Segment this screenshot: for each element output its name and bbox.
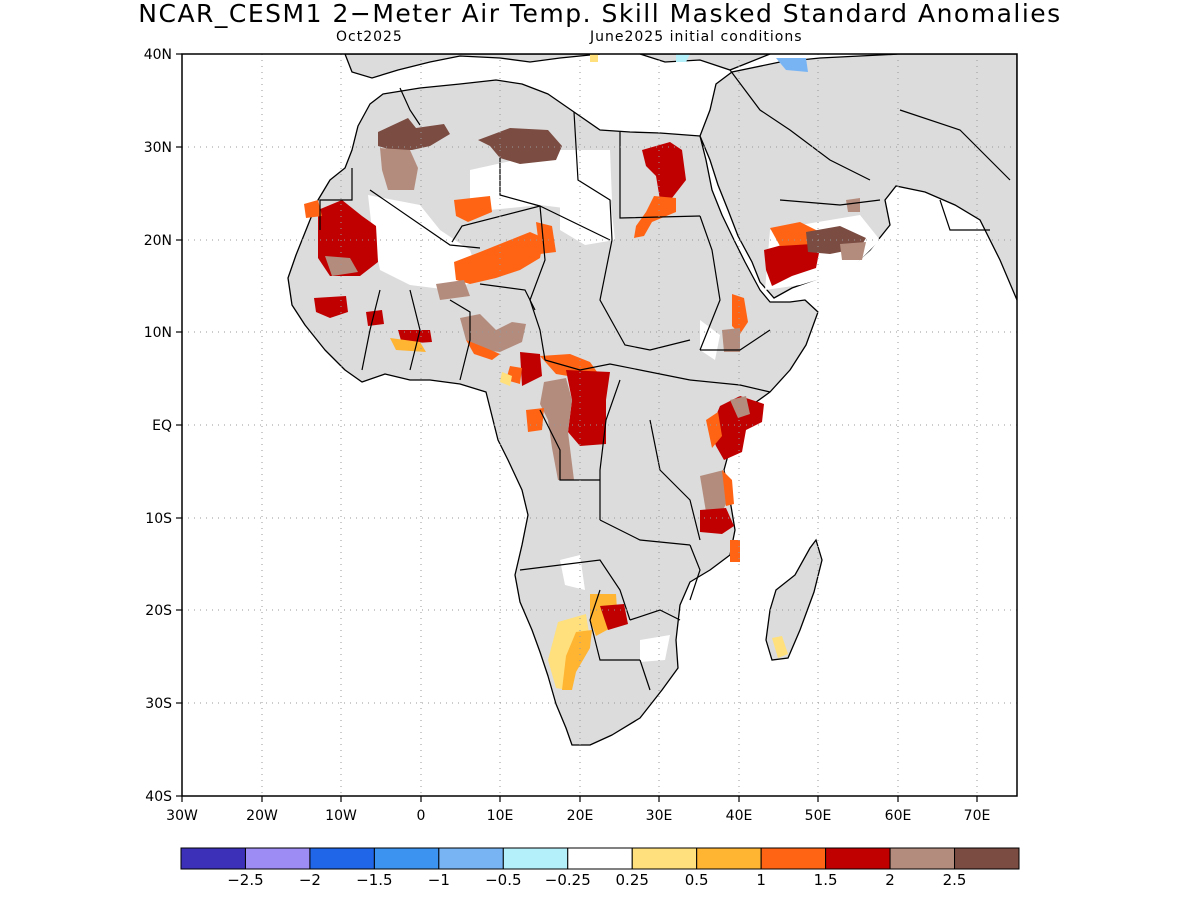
lat-label: 10S [145,511,172,527]
colorbar-label: 0.5 [685,871,709,889]
colorbar-swatch [889,847,956,870]
axis-ticks [176,53,978,802]
lat-label: 20N [144,233,172,249]
patch-kenya-pink [730,396,750,418]
colorbar-label: −2.5 [227,871,263,889]
patch-cameroon-red [520,352,542,386]
patch-cameroon-yellow [500,372,512,386]
patch-tanzania-orange [722,470,734,506]
patch-libya-orange [454,196,492,222]
lon-label: 40E [726,808,753,824]
lon-label: 50E [805,808,832,824]
colorbar-label: 1 [756,871,766,889]
patch-nigeria-orange [466,340,500,360]
map-title: NCAR_CESM1 2−Meter Air Temp. Skill Maske… [138,0,1062,28]
patch-senegal-red [314,296,348,318]
colorbar-swatch [696,847,762,870]
colorbar-label: 2 [885,871,895,889]
balkan-land [639,54,771,71]
colorbar-swatch [825,847,891,870]
patch-madagascar-yellow [772,636,788,658]
forecast-month: Oct2025 [336,29,403,45]
patch-nigeria-pink [460,314,526,352]
patch-libya-brown [478,128,562,164]
patch-ethiopia-orange [732,294,748,334]
colorbar: −2.5 −2 −1.5 −1 −0.5 −0.25 0.25 0.5 1 1.5 2 2.5 [180,847,1020,889]
patch-namibia-orange [562,630,592,690]
lat-label: 40N [144,47,172,63]
patch-kenya-red [710,396,764,460]
lat-label: 20S [145,603,172,619]
colorbar-label: 2.5 [943,871,967,889]
colorbar-swatch [244,847,311,870]
colorbar-swatch [631,847,698,870]
lat-label: EQ [152,418,172,434]
lat-lon-grid [182,54,1017,796]
lon-label: 60E [885,808,912,824]
madagascar-land [765,538,823,661]
lon-label: 20W [246,808,278,824]
lon-label: 10W [325,808,357,824]
colorbar-swatch [373,847,440,870]
patch-niger-pink [436,280,470,300]
lon-label: 10E [487,808,514,824]
lat-label: 30N [144,140,172,156]
patch-egypt-red [642,142,686,200]
patch-mauritania-pink [325,256,358,276]
colorbar-label: −0.5 [485,871,521,889]
patch-tanzania-red [700,508,734,534]
lon-label: 20E [567,808,594,824]
patch-mozambique-orange [730,540,740,562]
lon-labels: 30W 20W 10W 0 10E 20E 30E 40E 50E 60E 70… [166,808,990,824]
lat-label: 40S [145,789,172,805]
lon-label: 70E [964,808,991,824]
patch-algeria-pink [380,148,418,190]
patch-oman-pink [840,242,866,260]
patch-morocco-algeria [378,118,450,150]
lon-label: 0 [417,808,426,824]
patch-oman-pink2 [846,198,860,212]
patch-congo-pink [540,378,574,480]
arabia-land [699,54,1017,301]
colorbar-label: −2 [299,871,321,889]
lon-label: 30E [646,808,673,824]
patch-guinea-red [366,310,384,326]
patch-turkey-blue [776,58,808,72]
patch-kenya-orange [706,412,722,448]
colorbar-label: −1 [428,871,450,889]
patch-chad-orange [536,222,556,254]
colorbar-label: −0.25 [545,871,591,889]
lon-label: 30W [166,808,198,824]
patch-ethiopia-pink [722,328,740,352]
colorbar-swatch [760,847,827,870]
colorbar-label: −1.5 [356,871,392,889]
lat-labels: 40N 30N 20N 10N EQ 10S 20S 30S 40S [144,47,172,805]
patch-mauritania-orange [304,200,322,218]
colorbar-swatch [954,847,1020,870]
initial-conditions: June2025 initial conditions [590,29,803,45]
patch-tanzania-pink [700,470,728,512]
map-layers [287,54,1017,746]
patch-yemen-red [764,240,820,286]
patch-ghana-orange [390,338,426,352]
europe-land [344,54,601,79]
lat-label: 30S [145,696,172,712]
anomaly-patches [304,54,866,690]
colorbar-swatch [502,847,569,870]
lat-label: 10N [144,325,172,341]
colorbar-swatch [438,847,504,870]
patch-italy-yellow [590,54,598,62]
colorbar-label: 1.5 [814,871,838,889]
colorbar-swatch [180,847,246,870]
colorbar-swatch [309,847,375,870]
colorbar-swatch [567,847,633,870]
country-borders [319,69,1011,691]
patch-gabon-orange [526,408,544,432]
colorbar-label: 0.25 [616,871,649,889]
patch-greece-cyan [676,54,690,62]
patch-congo-red [566,370,610,446]
patch-niger-orange [454,232,544,284]
